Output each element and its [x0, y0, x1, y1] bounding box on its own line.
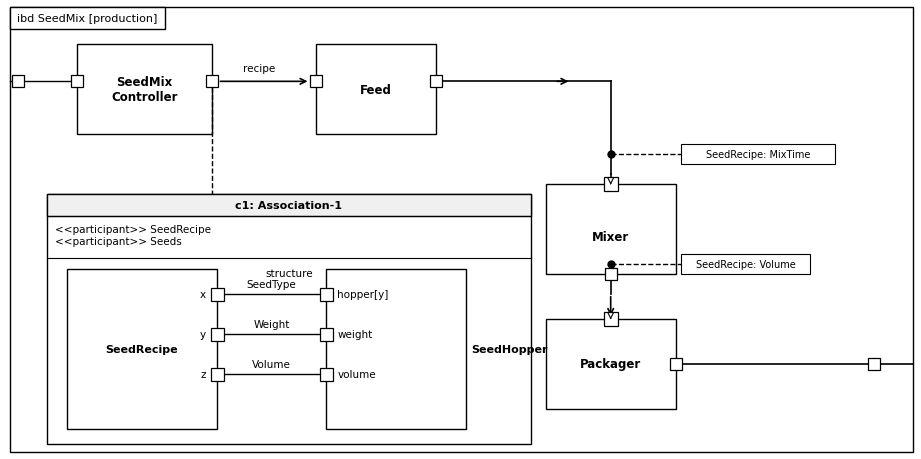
Text: ibd SeedMix [production]: ibd SeedMix [production] — [17, 14, 157, 24]
Text: Mixer: Mixer — [592, 231, 629, 244]
Bar — [603, 312, 618, 326]
Bar — [67, 269, 216, 429]
Bar — [321, 328, 333, 341]
Bar — [869, 358, 880, 370]
Bar — [321, 368, 333, 381]
Bar — [670, 358, 682, 370]
Bar — [326, 269, 466, 429]
Text: Feed: Feed — [360, 84, 392, 96]
Bar — [310, 76, 322, 88]
Bar — [71, 76, 83, 88]
Bar — [76, 45, 212, 135]
Text: SeedType: SeedType — [247, 279, 297, 289]
Text: c1: Association-1: c1: Association-1 — [236, 201, 343, 211]
Text: SeedMix
Controller: SeedMix Controller — [111, 76, 178, 104]
Text: z: z — [200, 369, 205, 379]
Text: Packager: Packager — [580, 358, 641, 370]
Text: <<participant>> SeedRecipe
<<participant>> Seeds: <<participant>> SeedRecipe <<participant… — [55, 224, 211, 246]
Text: volume: volume — [337, 369, 376, 379]
Bar — [211, 328, 224, 341]
Text: SeedRecipe: SeedRecipe — [105, 344, 178, 354]
Bar — [211, 288, 224, 301]
Bar — [546, 185, 675, 274]
Text: Volume: Volume — [252, 359, 291, 369]
Bar — [211, 368, 224, 381]
Text: y: y — [200, 329, 205, 339]
Bar — [546, 319, 675, 409]
Bar — [681, 254, 810, 274]
Bar — [205, 76, 217, 88]
Bar — [605, 269, 617, 280]
Text: SeedRecipe: Volume: SeedRecipe: Volume — [695, 259, 795, 269]
Text: Weight: Weight — [253, 319, 289, 329]
Text: SeedHopper: SeedHopper — [471, 344, 547, 354]
Bar — [10, 8, 165, 30]
Text: structure: structure — [265, 269, 313, 278]
Bar — [316, 45, 436, 135]
Text: hopper[y]: hopper[y] — [337, 289, 389, 299]
Text: SeedRecipe: MixTime: SeedRecipe: MixTime — [705, 150, 810, 160]
Bar — [47, 195, 530, 443]
Bar — [321, 288, 333, 301]
Bar — [430, 76, 442, 88]
Bar — [12, 76, 24, 88]
Text: recipe: recipe — [243, 64, 275, 74]
Bar — [681, 145, 835, 165]
Bar — [603, 178, 618, 192]
Text: x: x — [200, 289, 205, 299]
Bar — [47, 195, 530, 217]
Text: weight: weight — [337, 329, 373, 339]
